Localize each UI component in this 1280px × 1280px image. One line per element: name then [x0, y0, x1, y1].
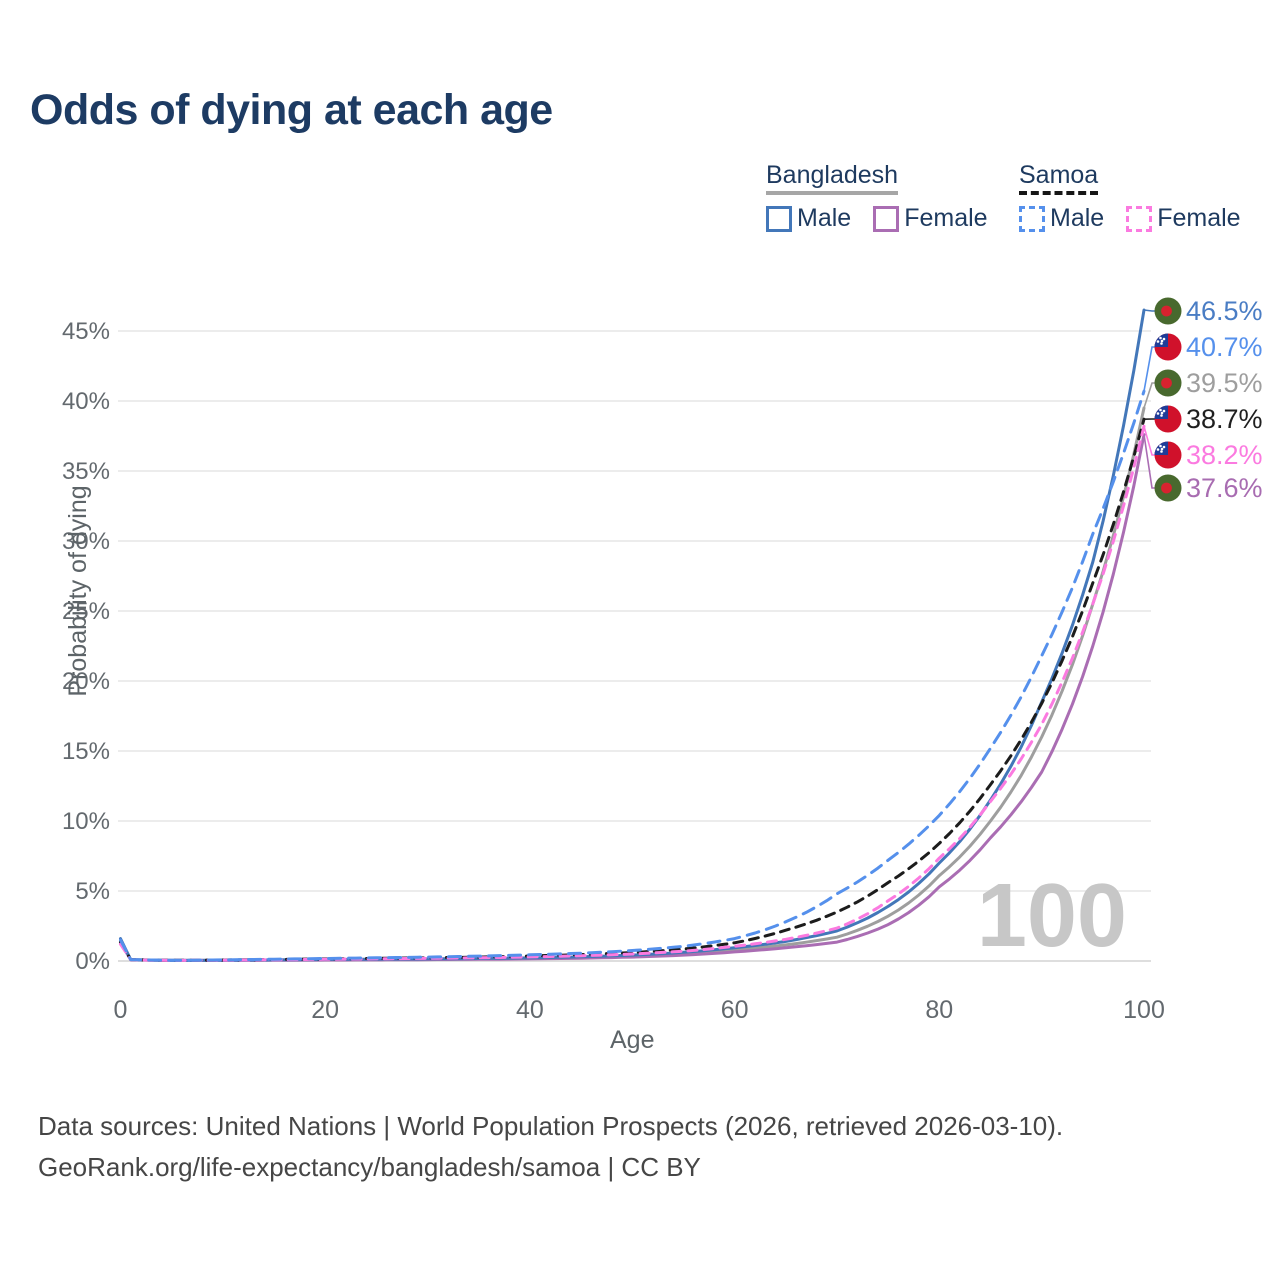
y-tick-label: 35% [62, 458, 110, 485]
flag-star [1156, 412, 1160, 415]
end-label-samoa-both: 38.7% [1186, 404, 1263, 434]
y-tick-label: 45% [62, 318, 110, 345]
legend-country-bangladesh: Bangladesh [766, 162, 899, 195]
legend-group-bangladesh: Bangladesh Male Female [766, 162, 988, 233]
footer-line-1: Data sources: United Nations | World Pop… [38, 1111, 1064, 1141]
flag-star [1160, 411, 1164, 415]
x-axis-title: Age [610, 1026, 654, 1054]
y-tick-label: 15% [62, 738, 110, 765]
samoa-male-swatch-icon [1019, 205, 1045, 232]
samoa-flag-icon [1154, 441, 1182, 469]
line-samoa-male [119, 389, 1146, 962]
end-label-bangladesh-both: 39.5% [1186, 368, 1263, 398]
samoa-flag-icon [1154, 405, 1182, 433]
y-tick-label: 10% [62, 808, 110, 835]
y-axis-tick-labels: 0% 5% 10% 15% 20% 25% 30% 35% 40% 45% [62, 318, 110, 975]
flag-star [1162, 445, 1166, 449]
flag-star [1156, 448, 1160, 451]
flag-disc [1161, 305, 1172, 317]
series-lines [119, 308, 1146, 962]
flag-star [1162, 337, 1166, 341]
y-axis-title: Probability of dying [64, 485, 92, 696]
legend-item-bangladesh-female[interactable]: Female [873, 204, 988, 233]
footer-line-2: GeoRank.org/life-expectancy/bangladesh/s… [38, 1152, 701, 1182]
flag-disc [1161, 482, 1172, 494]
x-axis-tick-labels: 0 20 40 60 80 100 [114, 996, 1165, 1024]
y-tick-label: 5% [75, 878, 110, 905]
x-tick-label: 20 [311, 996, 339, 1024]
end-label-samoa-female: 38.2% [1186, 440, 1263, 470]
bangladesh-female-swatch-icon [873, 205, 900, 232]
x-tick-label: 60 [721, 996, 749, 1024]
page-title: Odds of dying at each age [30, 86, 553, 134]
flag-star [1156, 340, 1160, 343]
bangladesh-flag-icon [1154, 297, 1182, 325]
flag-star [1160, 414, 1163, 417]
flag-star [1159, 408, 1162, 412]
x-tick-label: 80 [925, 996, 953, 1024]
samoa-female-swatch-icon [1126, 205, 1153, 232]
flag-star [1159, 336, 1162, 340]
legend-item-samoa-female[interactable]: Female [1126, 204, 1241, 233]
end-label-bangladesh-male: 46.5% [1186, 296, 1263, 326]
gridlines [118, 330, 1151, 962]
y-tick-label: 25% [62, 598, 110, 625]
end-label-bangladesh-female: 37.6% [1186, 473, 1263, 503]
flag-disc [1161, 377, 1172, 389]
legend: Bangladesh Male Female Samoa Male [0, 162, 1280, 242]
bangladesh-male-swatch-icon [766, 205, 792, 232]
flag-star [1159, 444, 1162, 448]
y-tick-label: 0% [75, 948, 110, 975]
x-tick-label: 100 [1123, 996, 1165, 1024]
x-tick-label: 0 [114, 996, 128, 1024]
y-tick-label: 40% [62, 388, 110, 415]
x-tick-label: 40 [516, 996, 544, 1024]
samoa-flag-icon [1154, 333, 1182, 361]
legend-label: Male [797, 204, 852, 232]
flag-star [1160, 339, 1164, 343]
data-source-footer: Data sources: United Nations | World Pop… [38, 1106, 1063, 1188]
y-tick-label: 20% [62, 668, 110, 695]
legend-label: Male [1050, 204, 1105, 232]
legend-item-samoa-male[interactable]: Male [1019, 204, 1104, 233]
flag-star [1162, 409, 1166, 413]
flag-star [1160, 342, 1163, 345]
legend-country-samoa: Samoa [1019, 162, 1099, 195]
end-labels: 46.5% 40.7% 39.5% 38.7% 38.2%37.6% [1143, 296, 1263, 503]
end-label-samoa-male: 40.7% [1186, 332, 1263, 362]
age-counter-watermark: 100 [977, 866, 1127, 966]
legend-label: Female [1157, 204, 1241, 232]
bangladesh-flag-icon [1154, 369, 1182, 397]
legend-item-bangladesh-male[interactable]: Male [766, 204, 851, 233]
bangladesh-flag-icon [1154, 474, 1182, 502]
legend-label: Female [904, 204, 988, 232]
flag-star [1160, 447, 1164, 451]
flag-star [1160, 450, 1163, 453]
legend-group-samoa: Samoa Male Female [1019, 162, 1241, 233]
line-bangladesh-male [119, 308, 1146, 962]
y-tick-label: 30% [62, 528, 110, 555]
